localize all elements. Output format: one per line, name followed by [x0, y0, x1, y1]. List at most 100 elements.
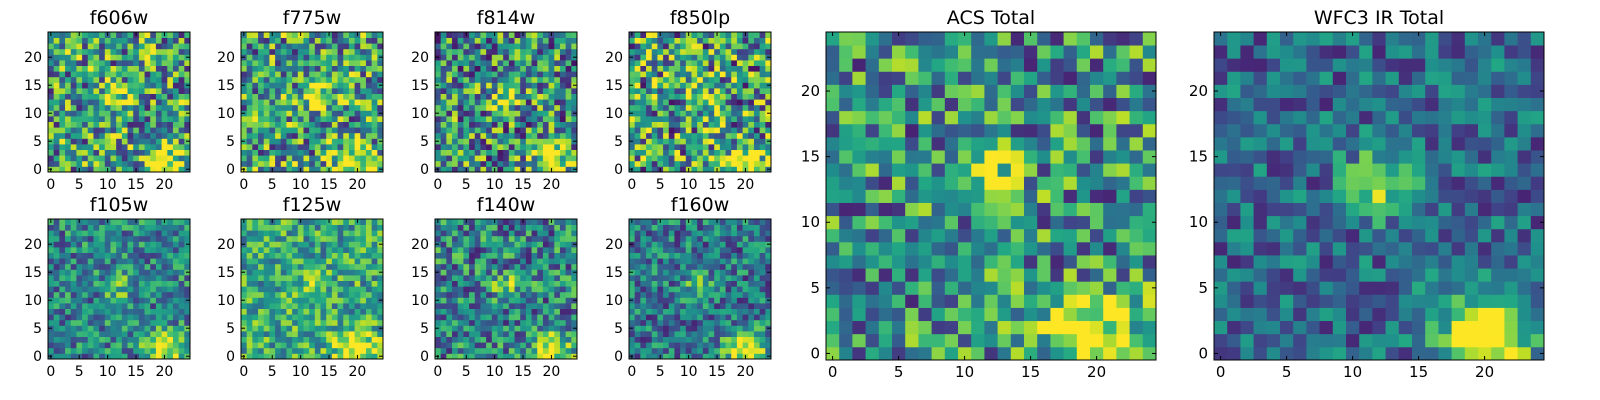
heatmap-cell	[326, 37, 333, 44]
heatmap-cell	[326, 104, 333, 111]
heatmap-cell	[531, 166, 538, 173]
heatmap-cell	[491, 297, 498, 304]
heatmap-cell	[121, 37, 128, 44]
heatmap-cell	[685, 291, 692, 298]
heatmap-cell	[348, 116, 355, 122]
heatmap-cell	[241, 116, 248, 122]
heatmap-cell	[452, 54, 459, 61]
heatmap-cell	[303, 88, 310, 94]
heatmap-cell	[65, 247, 72, 253]
heatmap-cell	[719, 82, 726, 89]
heatmap-cell	[258, 308, 265, 315]
heatmap-cell	[161, 314, 168, 321]
heatmap-cell	[525, 314, 532, 321]
heatmap-cell	[759, 48, 766, 55]
heatmap-cell	[446, 291, 453, 298]
heatmap-cell	[82, 263, 89, 270]
heatmap-cell	[548, 71, 555, 78]
heatmap-cell	[280, 347, 287, 354]
heatmap-cell	[514, 104, 521, 111]
heatmap-cell	[331, 155, 338, 162]
heatmap-cell	[446, 32, 453, 38]
heatmap-cell	[70, 116, 77, 122]
heatmap-cell	[241, 230, 248, 237]
heatmap-cell	[514, 76, 521, 83]
heatmap-cell	[99, 241, 106, 248]
heatmap-cell	[121, 99, 128, 106]
heatmap-cell	[542, 241, 549, 248]
heatmap-cell	[731, 116, 738, 122]
heatmap-cell	[565, 127, 572, 134]
heatmap-cell	[571, 127, 578, 134]
heatmap-cell	[155, 65, 162, 72]
heatmap-cell	[53, 132, 60, 139]
heatmap-cell	[651, 32, 658, 38]
heatmap-cell	[542, 342, 549, 349]
heatmap-cell	[326, 331, 333, 337]
heatmap-cell	[736, 110, 743, 117]
heatmap-cell	[104, 76, 111, 83]
heatmap-cell	[559, 60, 567, 66]
heatmap-cell	[348, 138, 355, 145]
heatmap-cell	[127, 347, 134, 354]
heatmap-cell	[354, 116, 361, 122]
heatmap-cell	[497, 144, 504, 150]
heatmap-cell	[53, 104, 60, 111]
heatmap-cell	[542, 144, 549, 150]
heatmap-cell	[172, 286, 180, 293]
heatmap-cell	[753, 104, 761, 111]
heatmap-cell	[736, 331, 743, 337]
heatmap-cell	[748, 32, 755, 38]
heatmap-cell	[634, 76, 641, 83]
heatmap-cell	[503, 160, 510, 167]
heatmap-cell	[110, 235, 117, 242]
heatmap-cell	[167, 76, 174, 83]
heatmap-cell	[326, 241, 333, 248]
heatmap-cell	[263, 241, 270, 248]
heatmap-cell	[331, 275, 338, 281]
heatmap-cell	[514, 160, 521, 167]
heatmap-cell	[486, 219, 493, 225]
heatmap-cell	[714, 336, 721, 343]
x-tick-label: 15	[708, 177, 726, 193]
heatmap-cell	[59, 235, 66, 242]
heatmap-cell	[167, 116, 174, 122]
heatmap-cell	[360, 110, 367, 117]
heatmap-cell	[486, 263, 493, 270]
heatmap-cell	[491, 319, 498, 326]
heatmap-cell	[634, 353, 641, 360]
heatmap-cell	[674, 336, 681, 343]
heatmap-cell	[280, 121, 287, 128]
heatmap-cell	[629, 155, 636, 162]
heatmap-cell	[184, 347, 191, 354]
heatmap-cell	[303, 224, 310, 231]
heatmap-cell	[348, 219, 355, 225]
heatmap-cell	[343, 160, 350, 167]
heatmap-cell	[53, 314, 60, 321]
heatmap-cell	[184, 230, 191, 237]
heatmap-cell	[70, 230, 77, 237]
heatmap-cell	[719, 342, 726, 349]
heatmap-cell	[53, 160, 60, 167]
heatmap-cell	[178, 297, 185, 304]
heatmap-cell	[184, 93, 191, 100]
heatmap-cell	[82, 110, 89, 117]
heatmap-cell	[127, 93, 134, 100]
heatmap-cell	[133, 319, 140, 326]
heatmap-cell	[167, 269, 174, 276]
heatmap-cell	[571, 88, 578, 94]
heatmap-cell	[167, 247, 174, 253]
heatmap-cell	[714, 303, 721, 309]
y-tick-label: 5	[33, 321, 42, 337]
heatmap-cell	[303, 347, 310, 354]
heatmap-cell	[651, 347, 658, 354]
heatmap-cell	[554, 269, 561, 276]
heatmap-cell	[559, 219, 567, 225]
heatmap-cell	[542, 43, 549, 50]
heatmap-cell	[337, 224, 344, 231]
heatmap-cell	[309, 88, 316, 94]
heatmap-cell	[657, 342, 664, 349]
heatmap-cell	[48, 144, 55, 150]
heatmap-cell	[320, 54, 327, 61]
heatmap-cell	[275, 336, 282, 343]
